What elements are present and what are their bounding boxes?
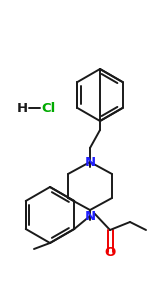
Text: Cl: Cl (42, 102, 56, 114)
Text: H: H (16, 102, 28, 114)
Text: N: N (84, 210, 96, 223)
Text: N: N (84, 156, 96, 168)
Text: O: O (104, 245, 116, 259)
